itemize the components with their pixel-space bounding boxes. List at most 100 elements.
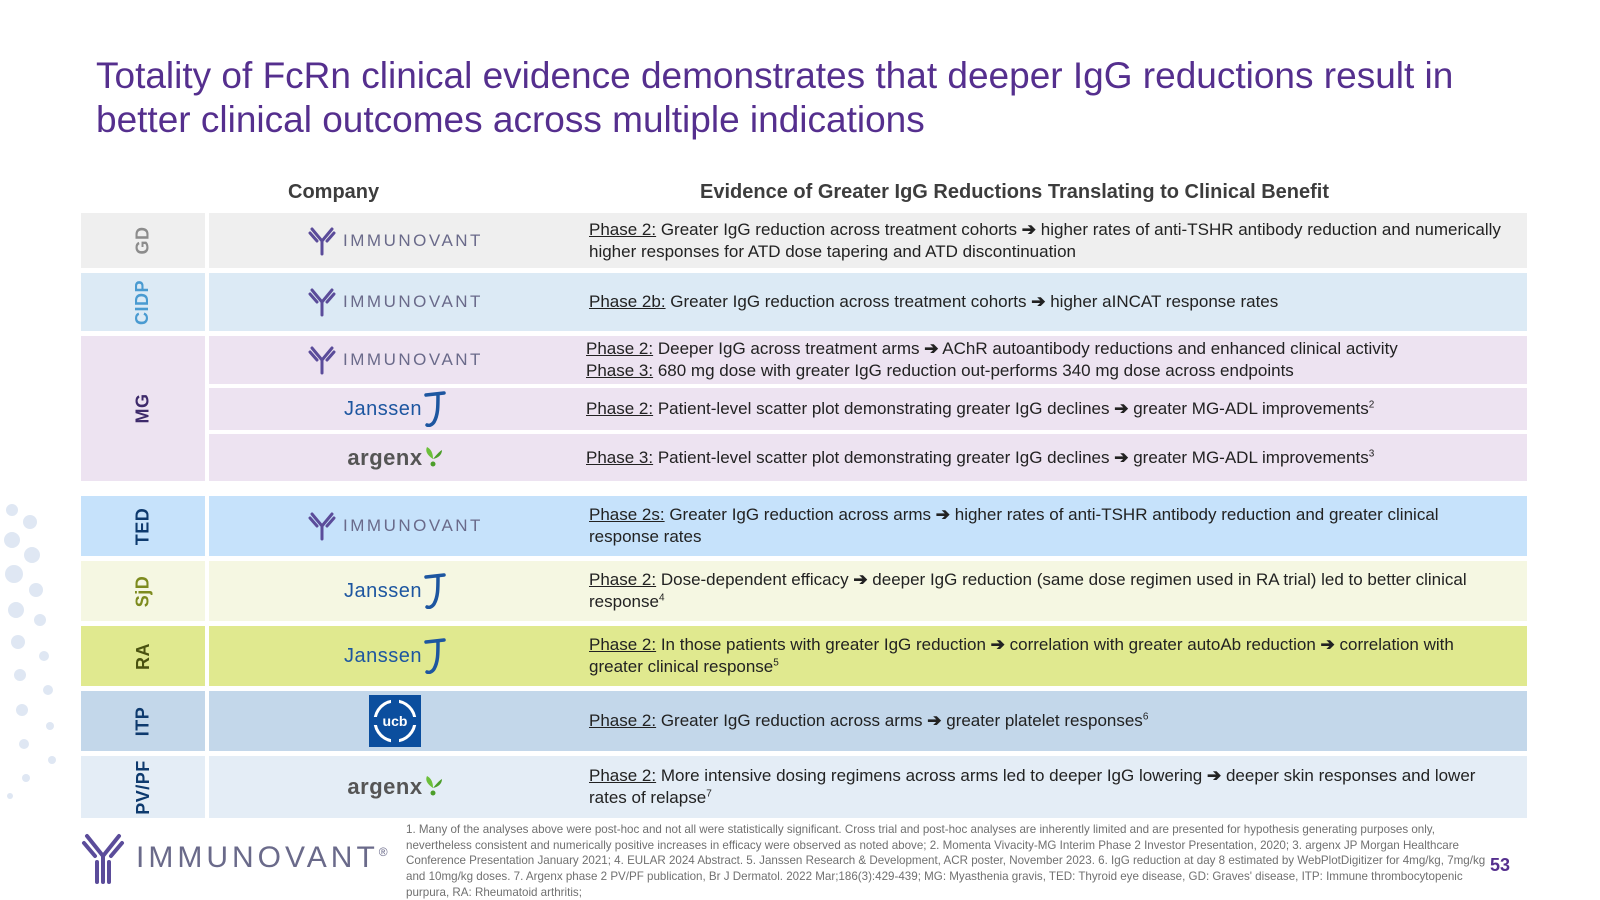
table-row-ted: TED IMMUNOVANT Phase 2s: Greater IgG red… [81,496,1527,556]
evidence-cell: Phase 2: More intensive dosing regimens … [581,756,1527,818]
argenx-logo: argenx [347,445,442,471]
argenx-leaf-icon [425,446,442,466]
indication-cell: GD [81,213,205,268]
phase-label: Phase 2: [586,399,654,418]
column-header-company: Company [288,181,380,203]
indication-cell: CIDP [81,273,205,331]
footnote-ref: 6 [1142,711,1149,723]
ucb-wordmark: ucb [382,713,408,729]
indication-label: ITP [132,706,153,736]
arrow-icon: ➔ [1320,635,1335,654]
arrow-icon: ➔ [927,711,942,730]
table-row-sjd: SjD Janssen Phase 2: Dose-dependent effi… [81,561,1527,621]
phase-label: Phase 2: [589,766,657,785]
evidence-cell: Phase 2: Deeper IgG across treatment arm… [581,336,1527,384]
decorative-dot-pattern [4,504,56,799]
janssen-hook-icon [424,638,446,674]
immunovant-antibody-icon [308,288,336,317]
table-row-pvpf: PV/PF argenx Phase 2: More intensive dos… [81,756,1527,818]
table-row-cidp: CIDP IMMUNOVANT Phase 2b: Greater IgG re… [81,273,1527,331]
evidence-cell: Phase 3: Patient-level scatter plot demo… [581,434,1527,481]
immunovant-logo: IMMUNOVANT [307,511,483,541]
mg-subrow-argenx: argenx Phase 3: Patient-level scatter pl… [209,434,1527,481]
company-cell: IMMUNOVANT [209,336,581,384]
phase-label: Phase 2: [586,339,654,358]
arrow-icon: ➔ [1114,447,1129,467]
indication-label: GD [132,226,153,255]
footer-wordmark: IMMUNOVANT® [136,841,392,874]
immunovant-antibody-icon [308,346,336,375]
phase-label: Phase 3: [586,361,654,380]
janssen-logo: Janssen [344,638,446,674]
footnote-ref: 3 [1368,447,1375,459]
mg-subrow-janssen: Janssen Phase 2: Patient-level scatter p… [209,388,1527,430]
immunovant-wordmark: IMMUNOVANT [343,230,483,250]
janssen-hook-icon [424,391,446,427]
evidence-cell: Phase 2: Greater IgG reduction across tr… [581,213,1527,268]
table-row-mg: MG IMMUNOVANT Phase 2: Deeper IgG across… [81,336,1527,481]
footnote-ref: 4 [658,592,665,604]
indication-cell: TED [81,496,205,556]
table-row-itp: ITP ucb Phase 2: Greater IgG reduction a… [81,691,1527,751]
indication-label: TED [132,507,153,545]
immunovant-wordmark: IMMUNOVANT [343,292,483,311]
mg-subrow-immunovant: IMMUNOVANT Phase 2: Deeper IgG across tr… [209,336,1527,384]
arrow-icon: ➔ [1021,219,1037,239]
evidence-cell: Phase 2: In those patients with greater … [581,626,1527,686]
page-number: 53 [1490,855,1511,875]
janssen-hook-icon [424,573,446,609]
phase-label: Phase 2s: [589,505,665,524]
immunovant-antibody-icon [308,512,336,541]
janssen-logo: Janssen [344,391,446,427]
footnote-ref: 7 [706,788,712,800]
company-cell: Janssen [209,388,581,430]
argenx-leaf-icon [425,776,442,796]
table-row-gd: GD IMMUNOVANT Phase 2: Greater IgG reduc… [81,213,1527,268]
indication-cell: RA [81,626,205,686]
evidence-cell: Phase 2: Patient-level scatter plot demo… [581,388,1527,430]
immunovant-antibody-icon [82,834,124,884]
phase-label: Phase 2: [589,635,657,654]
indication-label: MG [132,393,153,424]
arrow-icon: ➔ [1114,399,1129,418]
phase-label: Phase 2: [589,570,657,589]
indication-cell: ITP [81,691,205,751]
janssen-wordmark: Janssen [344,644,422,667]
footer-immunovant-logo: IMMUNOVANT® [80,832,392,884]
immunovant-logo: IMMUNOVANT [307,226,483,256]
company-cell: Janssen [209,561,581,621]
immunovant-logo: IMMUNOVANT [307,287,483,317]
column-header-evidence: Evidence of Greater IgG Reductions Trans… [700,181,1330,203]
evidence-cell: Phase 2: Dose-dependent efficacy ➔ deepe… [581,561,1527,621]
arrow-icon: ➔ [935,505,951,524]
footnote-ref: 5 [773,657,779,669]
immunovant-logo: IMMUNOVANT [307,345,483,375]
company-cell: IMMUNOVANT [209,273,581,331]
indication-cell: SjD [81,561,205,621]
evidence-cell: Phase 2b: Greater IgG reduction across t… [581,273,1527,331]
janssen-wordmark: Janssen [344,579,422,602]
indication-label: PV/PF [132,759,153,815]
company-cell: ucb [209,691,581,751]
immunovant-wordmark: IMMUNOVANT [343,350,483,369]
arrow-icon: ➔ [853,570,868,589]
slide-title: Totality of FcRn clinical evidence demon… [96,55,1454,140]
ucb-emblem-icon [369,695,421,747]
evidence-cell: Phase 2: Greater IgG reduction across ar… [581,691,1527,751]
ucb-logo: ucb [369,695,421,747]
company-cell: argenx [209,756,581,818]
immunovant-wordmark: IMMUNOVANT [343,516,483,535]
indication-label: SjD [132,575,153,607]
company-cell: Janssen [209,626,581,686]
immunovant-antibody-icon [308,227,336,255]
indication-label: CIDP [132,279,153,325]
argenx-wordmark: argenx [347,444,423,470]
phase-label: Phase 2: [589,711,657,730]
arrow-icon: ➔ [990,635,1005,654]
company-cell: argenx [209,434,581,481]
indication-cell: MG [81,336,205,481]
janssen-wordmark: Janssen [344,397,422,420]
argenx-logo: argenx [347,774,442,800]
company-cell: IMMUNOVANT [209,213,581,268]
arrow-icon: ➔ [924,339,939,358]
